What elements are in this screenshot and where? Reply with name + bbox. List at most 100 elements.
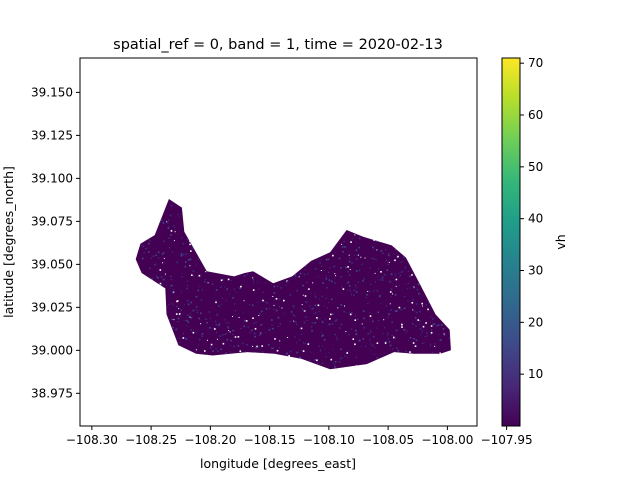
speckle — [198, 344, 199, 346]
speckle — [400, 271, 403, 273]
speckle — [215, 327, 217, 329]
y-axis-label: latitude [degrees_north] — [1, 166, 16, 318]
speckle — [154, 263, 156, 266]
speckle — [421, 343, 423, 344]
speckle — [396, 310, 398, 312]
speckle — [328, 302, 329, 303]
speckle — [162, 278, 165, 281]
speckle — [405, 350, 408, 353]
speckle — [317, 276, 319, 278]
speckle — [212, 350, 214, 352]
speckle — [341, 357, 343, 359]
speckle — [369, 315, 372, 317]
speckle — [325, 258, 328, 261]
speckle — [381, 278, 383, 279]
speckle — [182, 242, 185, 245]
speckle — [220, 279, 223, 282]
speckle — [195, 295, 198, 298]
speckle — [332, 313, 334, 315]
speckle — [229, 293, 231, 295]
speckle — [371, 344, 374, 347]
speckle — [184, 337, 186, 339]
x-tick-label: −108.15 — [244, 433, 296, 447]
speckle — [382, 333, 384, 335]
speckle — [374, 272, 376, 274]
speckle — [166, 221, 168, 223]
plot-area[interactable] — [79, 57, 478, 427]
speckle — [303, 273, 306, 276]
speckle — [353, 289, 356, 291]
speckle — [294, 273, 296, 276]
speckle — [350, 294, 352, 296]
speckle — [309, 359, 311, 361]
speckle — [401, 324, 403, 326]
speckle — [393, 336, 395, 339]
speckle — [334, 333, 336, 336]
speckle — [200, 312, 202, 315]
speckle — [195, 305, 198, 308]
speckle — [182, 337, 185, 339]
speckle — [198, 317, 201, 320]
speckle — [312, 307, 314, 310]
speckle — [187, 303, 190, 306]
speckle — [341, 243, 343, 245]
speckle — [172, 291, 174, 294]
speckle — [401, 323, 403, 326]
speckle — [301, 350, 303, 352]
speckle — [300, 327, 303, 330]
speckle — [429, 345, 431, 347]
speckle — [296, 351, 298, 354]
speckle — [398, 272, 400, 274]
speckle — [387, 264, 389, 265]
speckle — [205, 318, 207, 320]
speckle — [187, 259, 190, 261]
speckle — [157, 277, 159, 279]
speckle — [334, 282, 336, 284]
speckle — [221, 297, 223, 299]
axes-background — [80, 58, 477, 426]
speckle — [373, 239, 375, 241]
speckle — [160, 276, 163, 278]
speckle — [377, 311, 380, 314]
speckle — [279, 323, 281, 325]
speckle — [175, 305, 178, 308]
speckle — [430, 333, 432, 335]
speckle — [391, 321, 393, 324]
speckle — [287, 337, 289, 338]
x-axis-label: longitude [degrees_east] — [200, 456, 356, 471]
speckle — [381, 276, 384, 278]
speckle — [355, 356, 357, 358]
speckle — [266, 302, 269, 304]
speckle — [419, 320, 421, 322]
speckle — [226, 300, 227, 302]
speckle — [376, 327, 378, 329]
axes-frame — [79, 57, 478, 427]
speckle — [147, 238, 150, 241]
speckle — [215, 289, 218, 291]
speckle — [230, 339, 232, 342]
speckle — [351, 262, 353, 264]
speckle — [409, 275, 411, 278]
speckle — [384, 342, 387, 344]
speckle — [273, 347, 275, 349]
x-tick-label: −108.00 — [421, 433, 473, 447]
speckle — [294, 336, 296, 338]
speckle — [307, 343, 310, 345]
speckle — [347, 281, 349, 283]
speckle — [415, 325, 417, 327]
speckle — [149, 267, 151, 270]
speckle — [170, 285, 171, 287]
speckle — [334, 273, 336, 275]
speckle — [163, 240, 165, 242]
speckle — [221, 278, 224, 281]
speckle — [422, 305, 423, 307]
speckle — [173, 240, 175, 242]
speckle — [394, 337, 396, 339]
speckle — [216, 338, 218, 340]
speckle — [302, 342, 304, 344]
speckle — [346, 357, 348, 359]
speckle — [355, 291, 358, 293]
speckle — [205, 271, 207, 273]
speckle — [347, 270, 349, 273]
speckle — [175, 313, 178, 315]
